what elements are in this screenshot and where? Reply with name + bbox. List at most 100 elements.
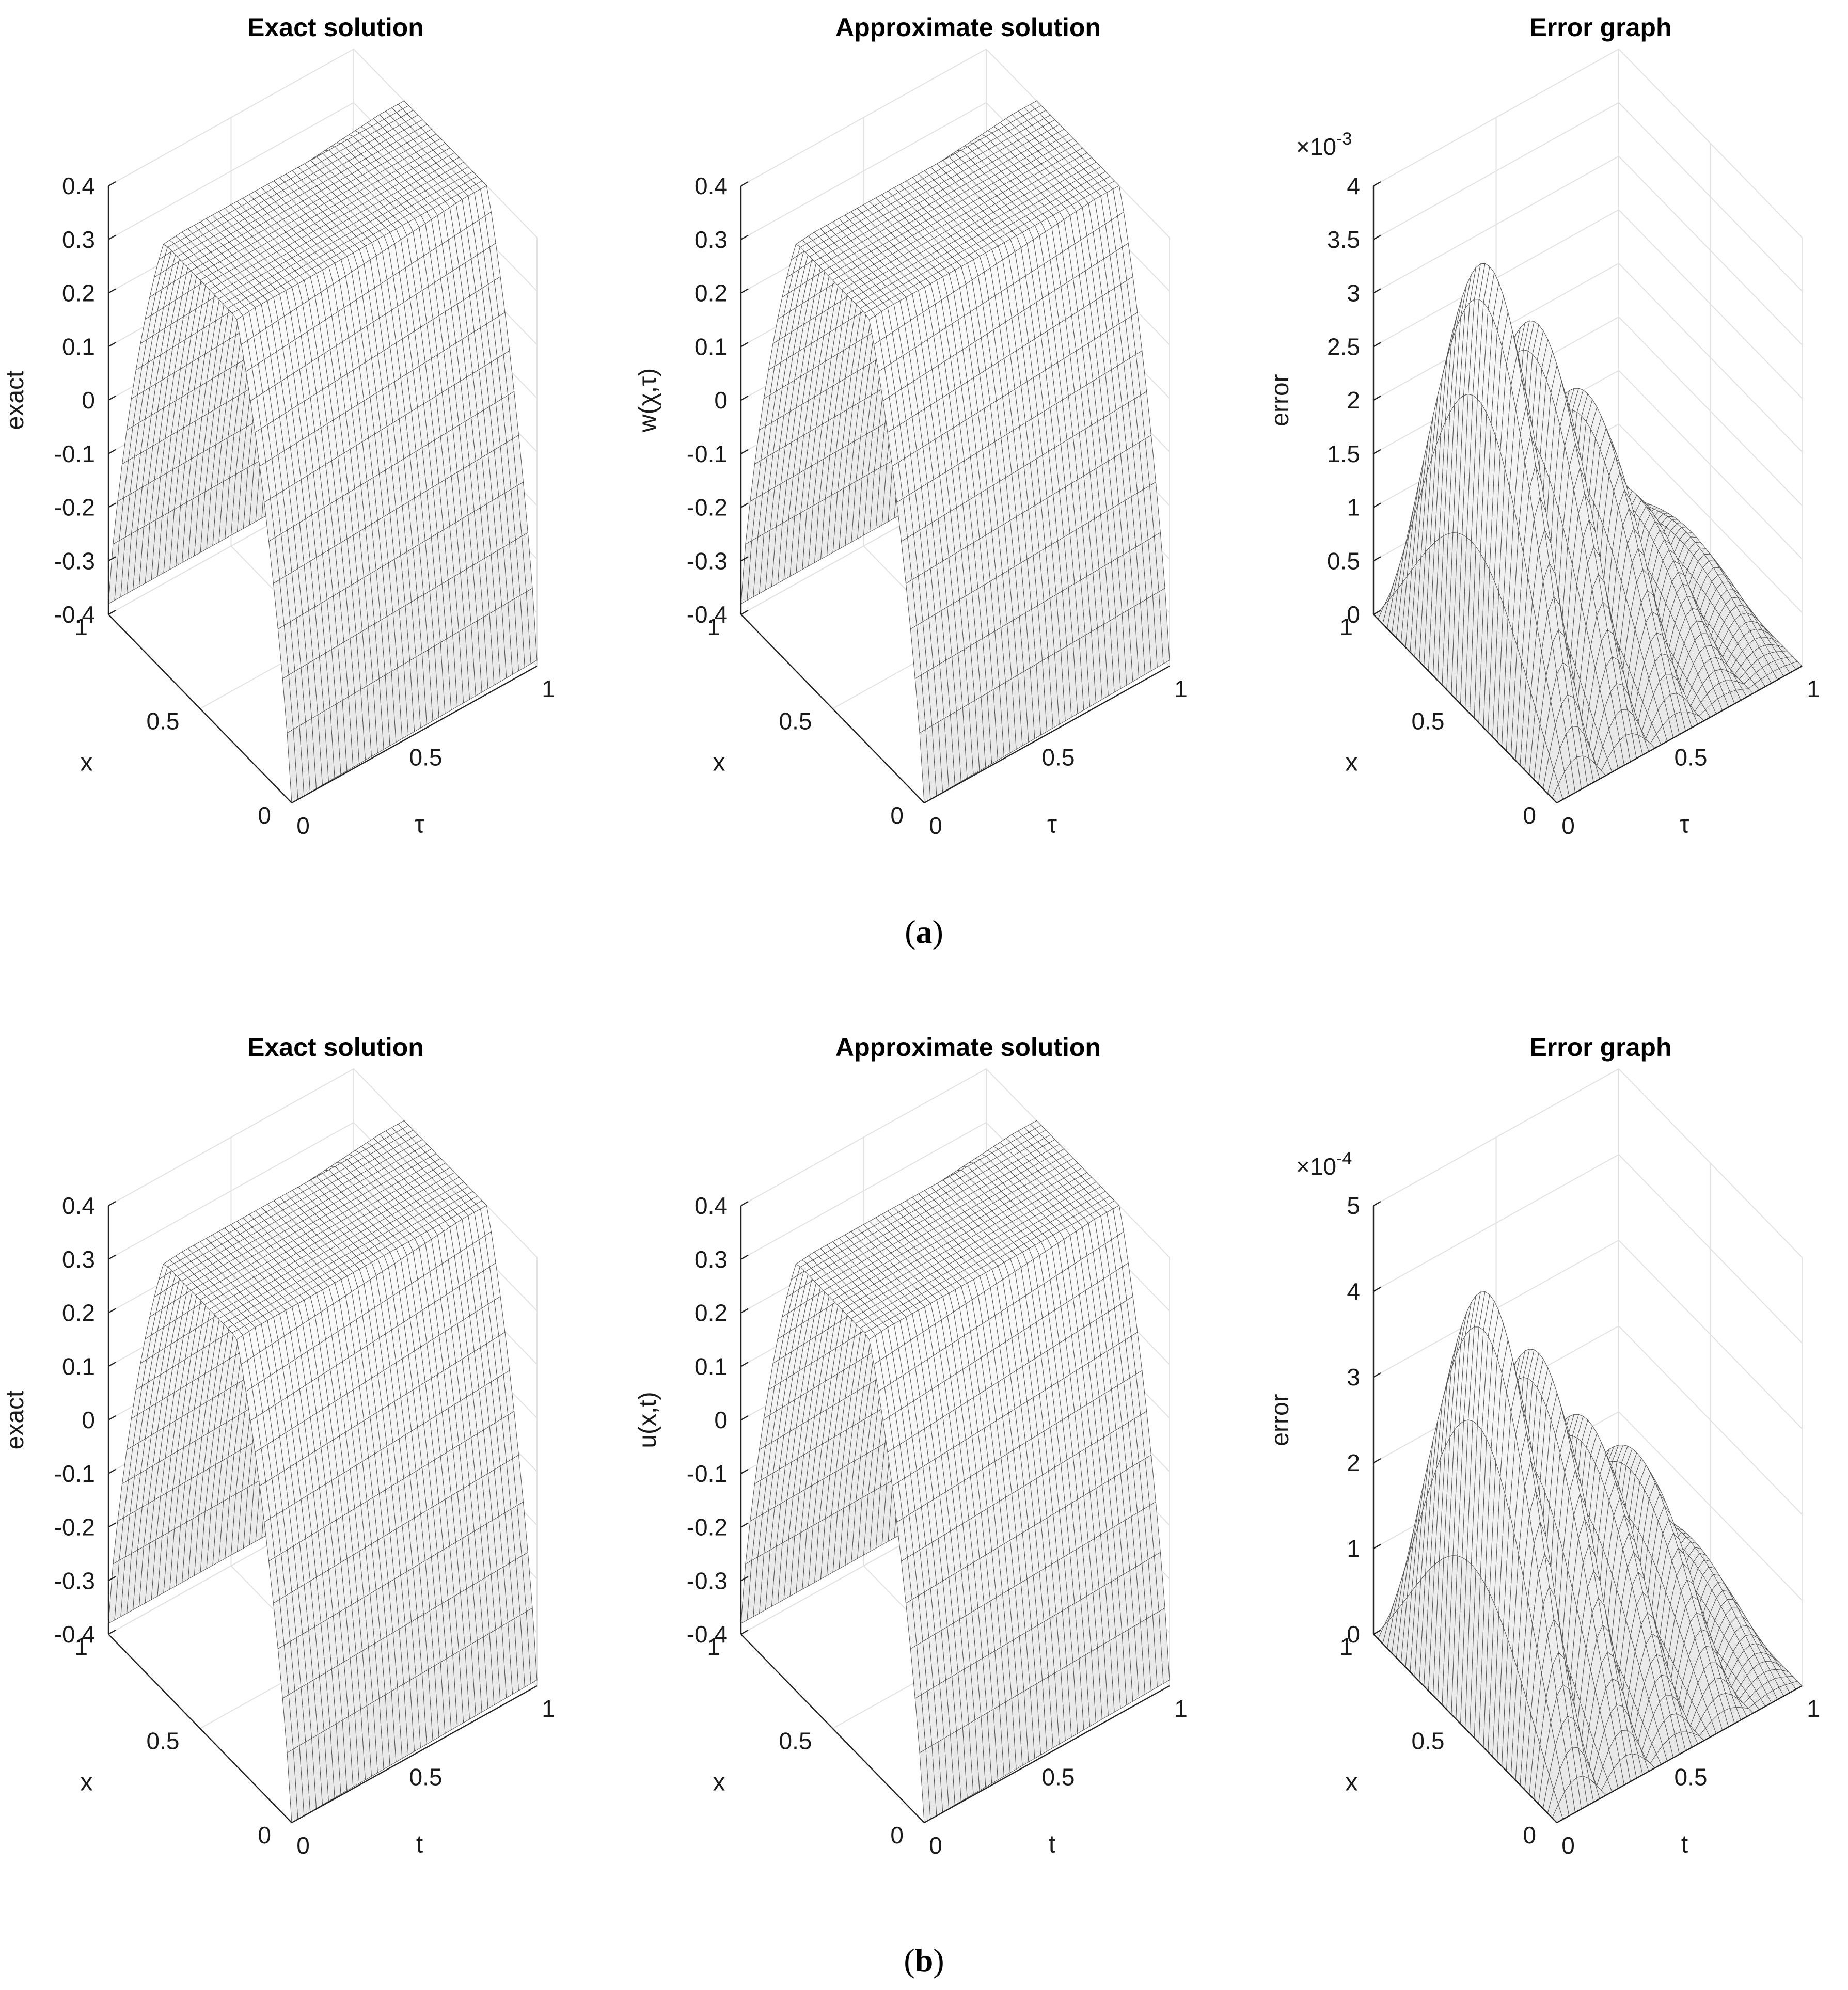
z-tick-label: 2.5 (1327, 333, 1360, 360)
z-tick-label: 0.5 (1327, 547, 1360, 574)
z-tick (740, 288, 749, 294)
z-tick (740, 395, 749, 401)
t-tick-label: 0.5 (1675, 744, 1708, 771)
z-tick (1373, 181, 1381, 187)
x-tick-label: 0.5 (147, 708, 180, 735)
x-tick-label: 1 (1339, 613, 1353, 640)
t-axis-line (291, 665, 538, 804)
z-axis-label: error (1267, 374, 1294, 426)
z-tick-label: -0.1 (54, 440, 95, 467)
x-axis-line (740, 614, 925, 803)
z-axis-label: w(χ,τ) (634, 368, 661, 433)
z-tick-label: -0.3 (54, 547, 95, 574)
x-tick-label: 0.5 (1412, 708, 1445, 735)
z-tick-label: -0.1 (687, 440, 728, 467)
z-tick-label: 0.1 (62, 333, 95, 360)
z-tick (108, 449, 116, 454)
exponent-label: ×10-3 (1296, 129, 1352, 160)
plot-b-exact: Exact solution-0.4-0.3-0.2-0.100.10.20.3… (2, 1033, 555, 1859)
z-tick-label: 0 (82, 387, 95, 414)
x-tick-label: 0 (258, 802, 271, 829)
gridline-z (1373, 209, 1803, 399)
z-tick (740, 449, 749, 454)
x-axis-line (108, 614, 292, 803)
z-tick (1373, 234, 1381, 240)
z-tick-label: -0.3 (687, 547, 728, 574)
x-tick-label: 1 (707, 613, 720, 640)
t-tick-label: 1 (1807, 675, 1820, 702)
t-tick-label: 0 (1561, 812, 1575, 839)
z-tick (108, 609, 116, 615)
z-tick-label: 0.2 (62, 280, 95, 307)
x-axis-label: x (81, 749, 93, 777)
t-tick-label: 1 (542, 675, 555, 702)
x-tick-label: 0.5 (779, 708, 812, 735)
surface-mesh (108, 100, 538, 803)
z-tick-label: -0.4 (54, 601, 95, 628)
x-tick-label: 1 (74, 613, 88, 640)
surface-mesh (740, 100, 1170, 803)
z-tick-label: 3 (1347, 280, 1360, 307)
plot-a-exact: Exact solution -0.4 -0.3 -0.2 -0.1 0 0.1 0.2 0.3… (2, 13, 555, 839)
z-tick-label: 1 (1347, 494, 1360, 521)
z-tick (108, 181, 116, 187)
x-axis-label: x (1346, 749, 1358, 777)
z-tick-label: 1.5 (1327, 440, 1360, 467)
z-tick (740, 502, 749, 508)
z-tick (740, 181, 749, 187)
z-tick-label: -0.2 (54, 494, 95, 521)
plot-title: Approximate solution (835, 13, 1101, 42)
gridline-z (1373, 155, 1803, 345)
plot-title: Error graph (1529, 13, 1671, 42)
plot-a-error: Error graph00.511.522.533.5400.5100.51er… (1267, 13, 1820, 839)
surface-mesh (108, 1120, 538, 1823)
t-tick-label: 0 (929, 812, 942, 839)
z-tick (740, 234, 749, 240)
z-tick (1373, 449, 1381, 454)
t-tick-label: 0.5 (409, 744, 443, 771)
z-tick (1373, 342, 1381, 348)
z-tick (740, 342, 749, 348)
x-tick-label: 0 (890, 802, 904, 829)
z-tick-label: 0.2 (694, 280, 728, 307)
z-tick (1373, 395, 1381, 401)
z-tick (108, 395, 116, 401)
x-tick-label: 0 (1523, 802, 1536, 829)
z-tick-label: -0.2 (687, 494, 728, 521)
z-tick-label: 4 (1347, 172, 1360, 199)
t-axis-label: τ (415, 811, 424, 839)
t-tick-label: 0.5 (1042, 744, 1075, 771)
t-axis-label: τ (1680, 811, 1689, 839)
z-tick-label: 0.3 (62, 226, 95, 253)
z-tick-label: 0 (714, 387, 728, 414)
z-tick (1373, 556, 1381, 562)
z-tick-label: 0.3 (694, 226, 728, 253)
z-axis-label: exact (2, 371, 29, 430)
exponent-power: -3 (1336, 129, 1352, 149)
z-tick (108, 288, 116, 294)
z-tick-label: 0.4 (694, 172, 728, 199)
gridline-z (1373, 102, 1803, 292)
t-axis-label: τ (1047, 811, 1057, 839)
axes: -0.4 -0.3 -0.2 -0.1 0 0.1 0.2 0.3 0.4 0 0.5 1 0 0.5 1 e… (2, 172, 555, 839)
gridline-z (1373, 48, 1803, 238)
z-tick-label: 0.4 (62, 172, 95, 199)
z-tick (108, 502, 116, 508)
z-tick (108, 342, 116, 348)
plot-title: Exact solution (247, 13, 424, 42)
z-tick (108, 556, 116, 562)
z-tick-label: 0.1 (694, 333, 728, 360)
z-tick (1373, 288, 1381, 294)
z-tick (740, 609, 749, 615)
z-tick-label: 2 (1347, 387, 1360, 414)
z-tick (108, 234, 116, 240)
plot-title: Exact solution (247, 1033, 424, 1062)
z-tick-label: 3.5 (1327, 226, 1360, 253)
t-tick-label: 0 (296, 812, 310, 839)
x-axis-label: x (713, 749, 725, 777)
z-tick (1373, 502, 1381, 508)
t-tick-label: 1 (1174, 675, 1188, 702)
plot-a-approx: Approximate solution-0.4-0.3-0.2-0.100.1… (634, 13, 1188, 839)
